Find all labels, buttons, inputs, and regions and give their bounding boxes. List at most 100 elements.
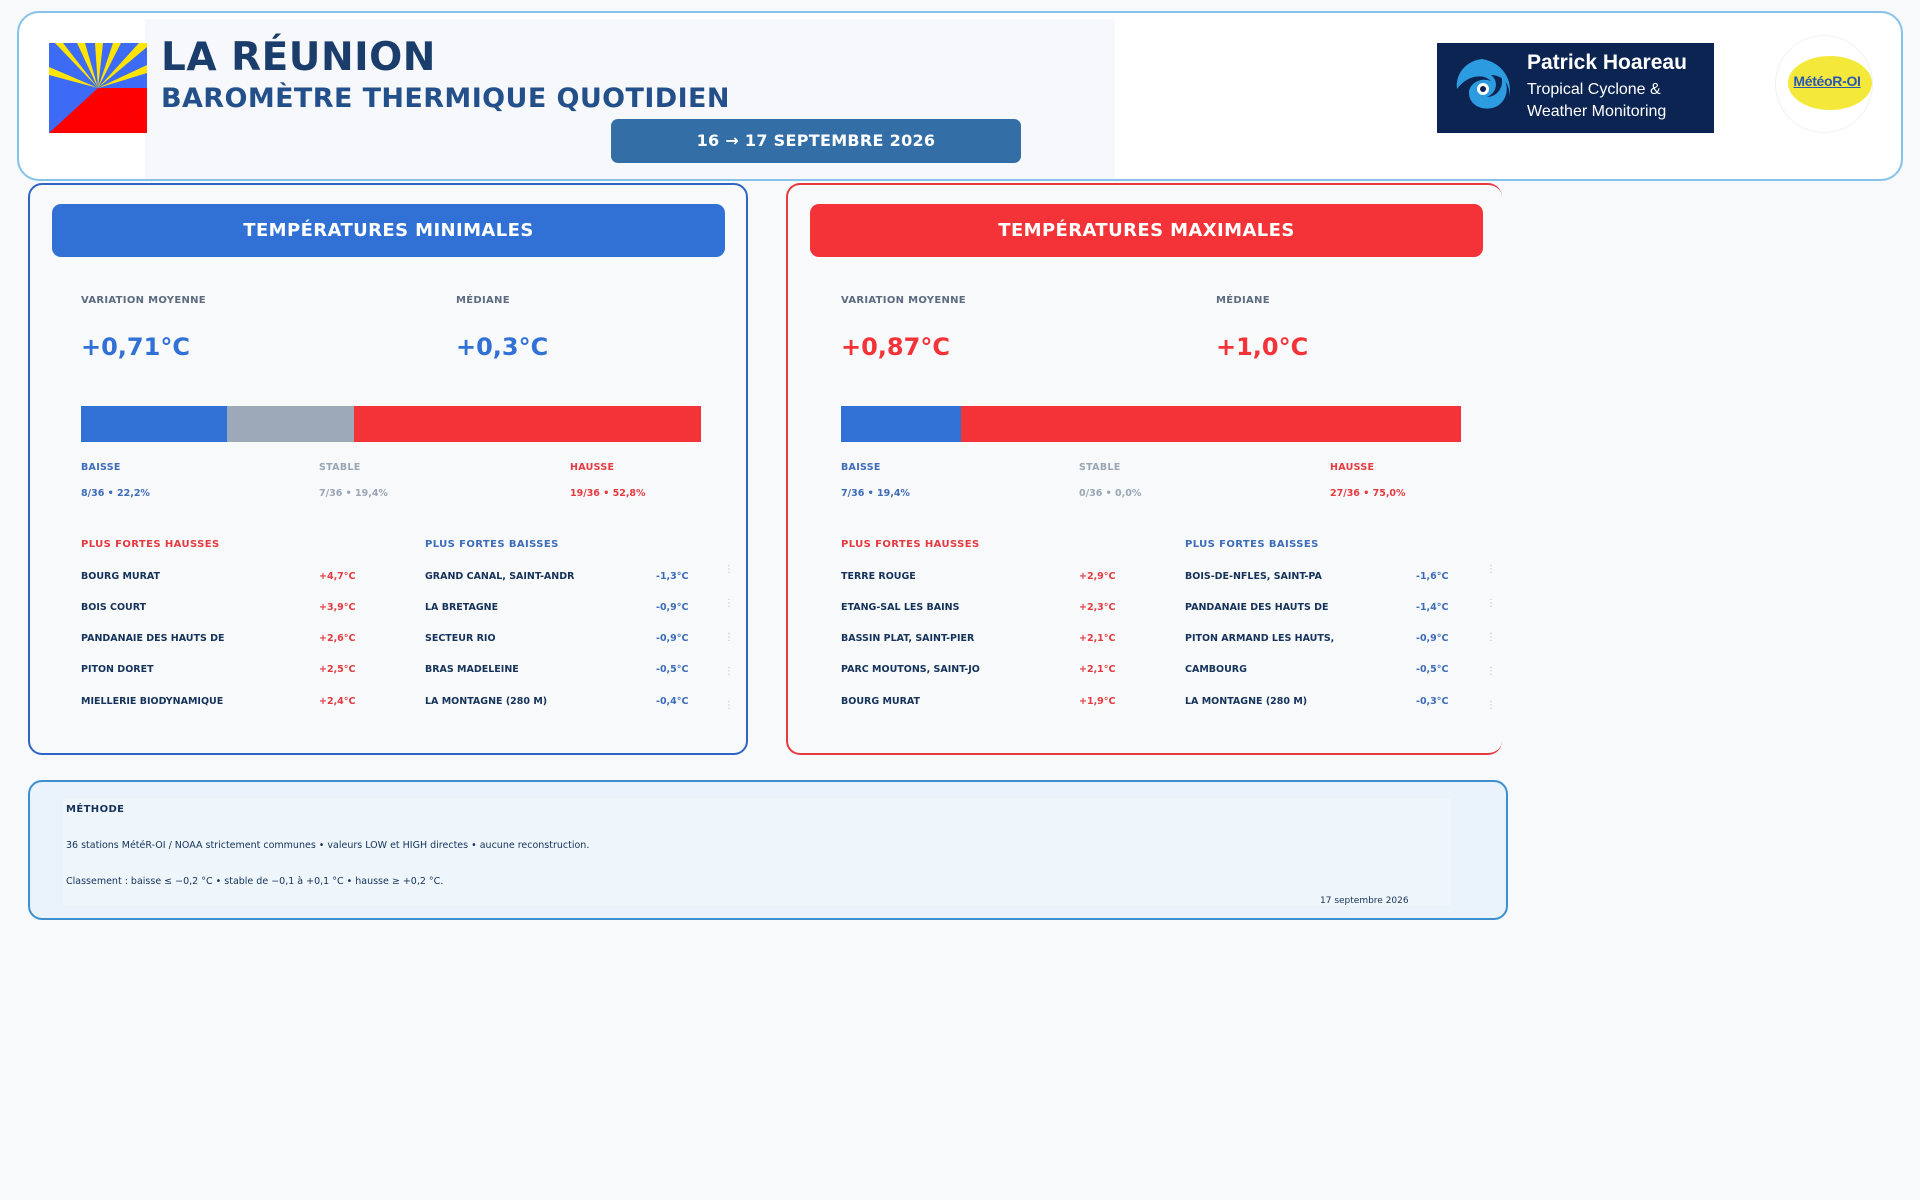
station-name: LA MONTAGNE (280 M) <box>425 696 548 707</box>
station-delta: +2,1°C <box>1079 664 1116 675</box>
list-item: PANDANAIE DES HAUTS DE -1,4°C <box>1185 602 1485 622</box>
list-item: BRAS MADELEINE -0,5°C <box>425 664 725 684</box>
bar-segment-down <box>81 406 227 442</box>
station-name: PARC MOUTONS, SAINT-JO <box>841 664 980 675</box>
partner-name: Patrick Hoareau <box>1527 51 1687 74</box>
station-name: LA MONTAGNE (280 M) <box>1185 696 1308 707</box>
panel-title: TEMPÉRATURES MINIMALES <box>52 204 725 257</box>
median-label: MÉDIANE <box>1216 295 1270 306</box>
station-delta: -0,5°C <box>1416 664 1449 675</box>
date-range-badge: 16 → 17 SEPTEMBRE 2026 <box>611 119 1021 163</box>
list-item: CAMBOURG -0,5°C <box>1185 664 1485 684</box>
method-box: MÉTHODE 36 stations MétéR-OI / NOAA stri… <box>28 780 1508 920</box>
station-name: BRAS MADELEINE <box>425 664 519 675</box>
station-delta: -0,4°C <box>656 696 689 707</box>
station-delta: +3,9°C <box>319 602 356 613</box>
bar-segment-stable <box>226 406 355 442</box>
station-name: BOURG MURAT <box>841 696 921 707</box>
station-delta: +2,6°C <box>319 633 356 644</box>
list-item: LA MONTAGNE (280 M) -0,3°C <box>1185 696 1485 716</box>
overflow-dots-icon: ⋮ ⋮ ⋮ ⋮ ⋮ <box>1486 564 1496 711</box>
list-item: PANDANAIE DES HAUTS DE +2,6°C <box>81 633 356 653</box>
panel-max-temperatures: TEMPÉRATURES MAXIMALES VARIATION MOYENNE… <box>786 183 1502 755</box>
category-label-down: BAISSE <box>81 462 121 473</box>
page-subtitle: BAROMÈTRE THERMIQUE QUOTIDIEN <box>161 83 730 114</box>
list-item: PITON ARMAND LES HAUTS, -0,9°C <box>1185 633 1485 653</box>
meteor-oi-logo: MétéoR-OI <box>1775 35 1873 133</box>
list-item: LA MONTAGNE (280 M) -0,4°C <box>425 696 725 716</box>
list-item: BOURG MURAT +1,9°C <box>841 696 1116 716</box>
category-value-stable: 0/36 • 0,0% <box>1079 488 1142 499</box>
station-delta: +2,4°C <box>319 696 356 707</box>
category-label-stable: STABLE <box>1079 462 1121 473</box>
station-delta: +4,7°C <box>319 571 356 582</box>
sun-icon <box>1788 56 1872 110</box>
distribution-bar <box>81 406 701 442</box>
cyclone-icon <box>1456 59 1510 109</box>
median-value: +0,3°C <box>456 333 549 361</box>
header: LA RÉUNION BAROMÈTRE THERMIQUE QUOTIDIEN… <box>17 11 1903 181</box>
partner-logo: Patrick Hoareau Tropical Cyclone & Weath… <box>1437 43 1714 133</box>
station-delta: +2,5°C <box>319 664 356 675</box>
top-falls-title: PLUS FORTES BAISSES <box>425 539 559 550</box>
method-inner <box>63 798 1451 906</box>
bar-segment-up <box>354 406 701 442</box>
variation-value: +0,87°C <box>841 333 950 361</box>
station-name: BOIS-DE-NFLES, SAINT-PA <box>1185 571 1322 582</box>
method-title: MÉTHODE <box>66 804 125 815</box>
partner-tagline: Weather Monitoring <box>1527 103 1667 120</box>
station-delta: -1,6°C <box>1416 571 1449 582</box>
station-name: PITON DORET <box>81 664 154 675</box>
variation-label: VARIATION MOYENNE <box>81 295 206 306</box>
station-name: BOURG MURAT <box>81 571 161 582</box>
station-delta: +1,9°C <box>1079 696 1116 707</box>
category-value-up: 27/36 • 75,0% <box>1330 488 1406 499</box>
panel-title: TEMPÉRATURES MAXIMALES <box>810 204 1483 257</box>
station-name: BASSIN PLAT, SAINT-PIER <box>841 633 975 644</box>
category-value-stable: 7/36 • 19,4% <box>319 488 388 499</box>
list-item: PITON DORET +2,5°C <box>81 664 356 684</box>
list-item: ETANG-SAL LES BAINS +2,3°C <box>841 602 1116 622</box>
list-item: BASSIN PLAT, SAINT-PIER +2,1°C <box>841 633 1116 653</box>
list-item: TERRE ROUGE +2,9°C <box>841 571 1116 591</box>
method-date: 17 septembre 2026 <box>1320 896 1409 906</box>
median-value: +1,0°C <box>1216 333 1309 361</box>
distribution-bar <box>841 406 1461 442</box>
variation-value: +0,71°C <box>81 333 190 361</box>
method-line: 36 stations MétéR-OI / NOAA strictement … <box>66 840 590 851</box>
partner-tagline: Tropical Cyclone & <box>1527 81 1661 98</box>
list-item: BOIS-DE-NFLES, SAINT-PA -1,6°C <box>1185 571 1485 591</box>
station-delta: -0,9°C <box>1416 633 1449 644</box>
station-name: PANDANAIE DES HAUTS DE <box>1185 602 1329 613</box>
station-delta: +2,3°C <box>1079 602 1116 613</box>
category-label-down: BAISSE <box>841 462 881 473</box>
station-name: LA BRETAGNE <box>425 602 499 613</box>
top-rises-title: PLUS FORTES HAUSSES <box>81 539 220 550</box>
overflow-dots-icon: ⋮ ⋮ ⋮ ⋮ ⋮ <box>724 564 734 711</box>
category-value-down: 8/36 • 22,2% <box>81 488 150 499</box>
station-name: CAMBOURG <box>1185 664 1247 675</box>
station-delta: -1,3°C <box>656 571 689 582</box>
divider <box>701 179 1129 181</box>
station-name: TERRE ROUGE <box>841 571 916 582</box>
station-delta: +2,1°C <box>1079 633 1116 644</box>
list-item: MIELLERIE BIODYNAMIQUE +2,4°C <box>81 696 356 716</box>
station-delta: +2,9°C <box>1079 571 1116 582</box>
category-label-up: HAUSSE <box>570 462 615 473</box>
list-item: BOIS COURT +3,9°C <box>81 602 356 622</box>
brand-logo-text: MétéoR-OI <box>1793 73 1861 89</box>
reunion-flag-icon <box>49 43 147 133</box>
category-value-up: 19/36 • 52,8% <box>570 488 646 499</box>
top-falls-title: PLUS FORTES BAISSES <box>1185 539 1319 550</box>
list-item: LA BRETAGNE -0,9°C <box>425 602 725 622</box>
panel-min-temperatures: TEMPÉRATURES MINIMALES VARIATION MOYENNE… <box>28 183 748 755</box>
page-title: LA RÉUNION <box>161 35 436 80</box>
station-delta: -0,3°C <box>1416 696 1449 707</box>
station-name: ETANG-SAL LES BAINS <box>841 602 960 613</box>
method-line: Classement : baisse ≤ −0,2 °C • stable d… <box>66 876 444 887</box>
list-item: BOURG MURAT +4,7°C <box>81 571 356 591</box>
list-item: SECTEUR RIO -0,9°C <box>425 633 725 653</box>
station-delta: -0,9°C <box>656 602 689 613</box>
station-name: BOIS COURT <box>81 602 147 613</box>
variation-label: VARIATION MOYENNE <box>841 295 966 306</box>
